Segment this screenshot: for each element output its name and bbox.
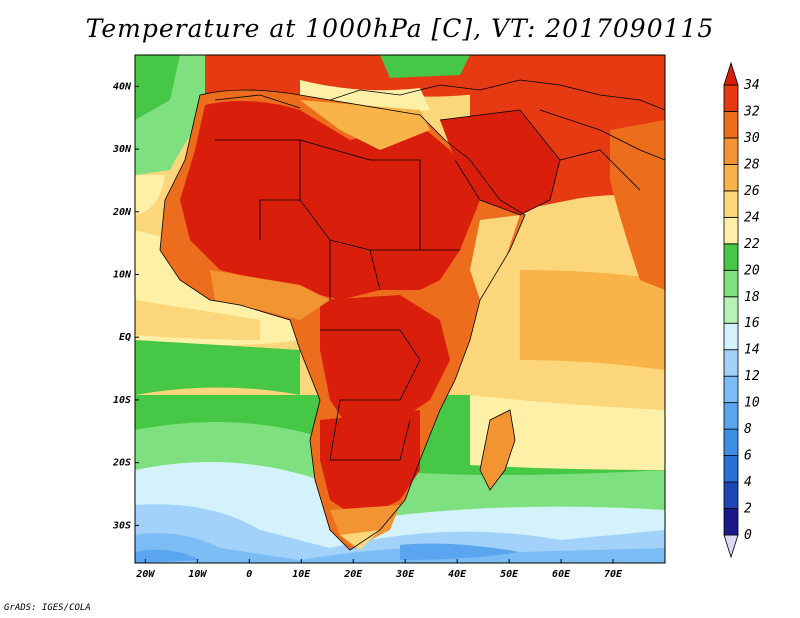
colorbar-segment bbox=[723, 190, 739, 218]
lat-tick-label: 20S bbox=[112, 458, 131, 469]
lon-tick-label: 20E bbox=[343, 569, 363, 580]
colorbar-segment bbox=[723, 508, 739, 536]
colorbar-max-arrow bbox=[723, 61, 739, 86]
cape-yellow bbox=[340, 530, 380, 550]
libya-egypt-warm bbox=[300, 100, 430, 150]
longitude-axis: 20W 10W 0 10E 20E 30E 40E 50E 60E 70E bbox=[135, 559, 623, 580]
colorbar-label: 20 bbox=[744, 263, 760, 278]
colorbar-segment bbox=[723, 164, 739, 192]
colorbar-label: 18 bbox=[744, 290, 760, 305]
field-band-12 bbox=[135, 533, 665, 563]
colorbar-segment bbox=[723, 243, 739, 271]
coastlines bbox=[159, 79, 665, 551]
colorbar-label: 32 bbox=[743, 104, 760, 119]
colorbar-label: 2 bbox=[744, 502, 752, 517]
lat-tick-label: 30N bbox=[112, 144, 132, 155]
central-hot bbox=[320, 295, 450, 430]
colorbar-label: 22 bbox=[744, 237, 760, 252]
lon-tick-label: 0 bbox=[246, 569, 252, 580]
colorbar-label: 26 bbox=[744, 184, 760, 199]
colorbar-label: 8 bbox=[744, 422, 752, 437]
canary-yellow bbox=[135, 175, 165, 215]
colorbar-segment bbox=[723, 322, 739, 351]
colorbar-label: 12 bbox=[744, 369, 760, 384]
arabia-hot bbox=[440, 110, 560, 215]
colorbar-label: 28 bbox=[744, 157, 760, 172]
colorbar-segment bbox=[723, 137, 739, 165]
colorbar-segment bbox=[723, 84, 739, 112]
atlantic-warm bbox=[135, 300, 260, 340]
lon-tick-label: 30E bbox=[395, 569, 415, 580]
field-band-10b bbox=[400, 543, 520, 560]
footer-credit: GrADS: IGES/COLA bbox=[4, 603, 91, 613]
colorbar-min-arrow bbox=[723, 534, 739, 559]
south-atlantic-green bbox=[135, 340, 300, 395]
colorbar-segment bbox=[723, 216, 739, 245]
field-band-10 bbox=[135, 549, 200, 563]
colorbar-label: 6 bbox=[744, 449, 752, 464]
colorbar-label: 14 bbox=[744, 343, 760, 358]
lat-tick-label: 30S bbox=[112, 520, 131, 531]
colorbar-segment bbox=[723, 428, 739, 456]
india-orange bbox=[610, 120, 665, 290]
colorbar-segment bbox=[723, 481, 739, 509]
southern-hot bbox=[320, 410, 420, 520]
map-frame bbox=[134, 54, 666, 564]
colorbar-label: 30 bbox=[743, 131, 760, 146]
lon-tick-label: 20W bbox=[135, 569, 155, 580]
colorbar-label: 4 bbox=[744, 475, 752, 490]
lat-tick-label: 20N bbox=[112, 207, 132, 218]
lat-tick-label: EQ bbox=[119, 332, 131, 343]
west-africa-orange bbox=[210, 270, 330, 320]
colorbar-label: 10 bbox=[744, 396, 760, 411]
map-title: Temperature at 1000hPa [C], VT: 20170901… bbox=[85, 14, 715, 43]
colorbar-label: 0 bbox=[744, 528, 752, 543]
colorbar-segment bbox=[723, 455, 739, 483]
colorbar-segment bbox=[723, 269, 739, 298]
colorbar-segment bbox=[723, 111, 739, 139]
s-indian-yellow bbox=[470, 395, 665, 470]
colorbar-label: 34 bbox=[743, 78, 760, 93]
lon-tick-label: 70E bbox=[604, 569, 623, 580]
indian-ocean-orange bbox=[520, 270, 665, 370]
colorbar-segment bbox=[723, 296, 739, 324]
colorbar-segment bbox=[723, 402, 739, 430]
colorbar-segment bbox=[723, 375, 739, 404]
latitude-axis: 40N 30N 20N 10N EQ 10S 20S 30S bbox=[112, 81, 139, 531]
lat-tick-label: 10S bbox=[113, 395, 131, 406]
lat-tick-label: 40N bbox=[113, 81, 132, 92]
lon-tick-label: 60E bbox=[552, 569, 571, 580]
n-atlantic-green-dark bbox=[135, 55, 180, 120]
colorbar-label: 16 bbox=[744, 316, 760, 331]
field-band-14 bbox=[135, 504, 665, 563]
lon-tick-label: 40E bbox=[448, 569, 467, 580]
colorbar-label: 24 bbox=[744, 210, 760, 225]
madagascar bbox=[480, 410, 515, 490]
somalia-warm bbox=[470, 215, 520, 300]
lon-tick-label: 10E bbox=[292, 569, 311, 580]
black-sea-green bbox=[380, 55, 470, 78]
lon-tick-label: 10W bbox=[188, 569, 207, 580]
lat-tick-label: 10N bbox=[113, 270, 132, 281]
lon-tick-label: 50E bbox=[500, 569, 519, 580]
colorbar-segment bbox=[723, 349, 739, 377]
